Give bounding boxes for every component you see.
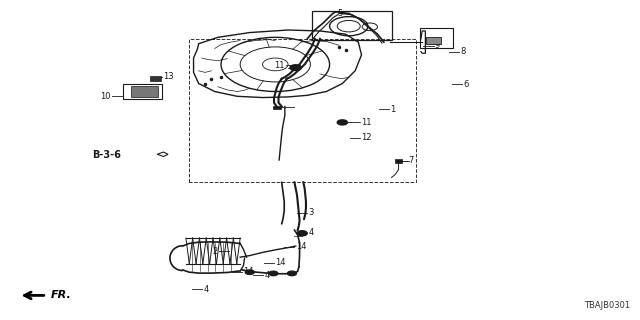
FancyBboxPatch shape xyxy=(395,159,403,163)
Text: FR.: FR. xyxy=(51,291,71,300)
Text: 12: 12 xyxy=(362,133,372,142)
Text: 6: 6 xyxy=(463,80,468,89)
FancyBboxPatch shape xyxy=(273,106,281,109)
Text: 3: 3 xyxy=(308,208,314,217)
FancyBboxPatch shape xyxy=(131,86,158,97)
Text: 14: 14 xyxy=(296,242,306,251)
Text: 1: 1 xyxy=(390,105,396,114)
Circle shape xyxy=(337,120,348,125)
Text: 10: 10 xyxy=(100,92,111,101)
Circle shape xyxy=(297,231,307,236)
Text: 4: 4 xyxy=(264,271,269,280)
Text: 2: 2 xyxy=(212,247,218,256)
Text: 13: 13 xyxy=(164,72,174,81)
Circle shape xyxy=(287,271,296,276)
FancyBboxPatch shape xyxy=(426,37,442,44)
Text: 9: 9 xyxy=(435,41,440,51)
Text: 5: 5 xyxy=(337,9,342,18)
Circle shape xyxy=(290,65,301,70)
Text: 4: 4 xyxy=(308,228,314,237)
Text: 11: 11 xyxy=(362,118,372,127)
Text: B-3-6: B-3-6 xyxy=(92,149,121,160)
Circle shape xyxy=(269,271,278,276)
Text: 7: 7 xyxy=(408,156,413,165)
Text: 14: 14 xyxy=(275,258,286,267)
FancyBboxPatch shape xyxy=(150,76,161,81)
Text: TBAJB0301: TBAJB0301 xyxy=(584,301,630,310)
Text: 4: 4 xyxy=(204,284,209,293)
Text: 8: 8 xyxy=(461,47,466,56)
Text: 11: 11 xyxy=(275,61,285,70)
Text: 14: 14 xyxy=(243,267,254,276)
Circle shape xyxy=(245,270,254,274)
